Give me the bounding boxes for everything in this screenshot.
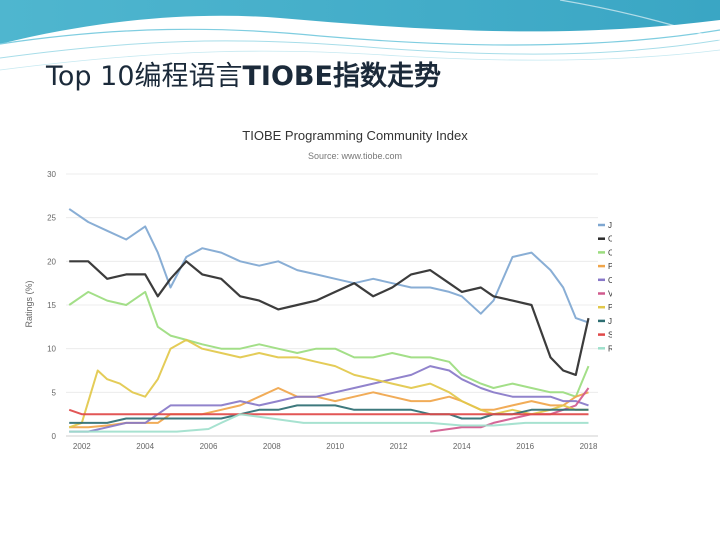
x-axis-ticks: 2002 2004 2006 2008 2010 2012 2014 2016 2018 — [73, 442, 598, 451]
legend-label-php: PHP — [608, 303, 612, 312]
x-tick-label: 2004 — [136, 442, 154, 451]
x-tick-label: 2006 — [200, 442, 218, 451]
y-tick-label: 15 — [47, 301, 56, 310]
legend-label-c: C# — [608, 276, 612, 285]
y-tick-label: 5 — [52, 388, 57, 397]
legend-label-ruby: Ruby — [608, 344, 612, 353]
slide-title-prefix: Top 10编程语言 — [46, 61, 243, 92]
series-line-visual-basic-net — [430, 387, 590, 433]
series-line-python — [69, 387, 589, 429]
chart-title: TIOBE Programming Community Index — [242, 128, 468, 143]
y-tick-label: 0 — [52, 432, 57, 441]
legend-label-sql: SQL — [608, 331, 612, 340]
legend-label-java: Java — [608, 221, 612, 230]
legend-label-c: C++ — [608, 248, 612, 257]
x-tick-label: 2016 — [516, 442, 534, 451]
series-line-c — [69, 260, 590, 376]
x-tick-label: 2002 — [73, 442, 91, 451]
chart-svg: TIOBE Programming Community Index Source… — [24, 128, 612, 451]
series-line-java — [68, 208, 589, 324]
legend-label-c: C — [608, 235, 612, 244]
y-tick-label: 30 — [47, 170, 56, 179]
x-tick-label: 2012 — [390, 442, 408, 451]
legend: Java C C++ Python C# Visual Basic .NET PHP Java… — [598, 221, 612, 353]
legend-label-javascript: JavaScript — [608, 317, 612, 326]
y-tick-label: 20 — [47, 257, 56, 266]
grid-layer — [66, 173, 598, 437]
y-tick-label: 10 — [47, 345, 56, 354]
header-swoosh-decoration — [0, 0, 720, 71]
x-tick-label: 2008 — [263, 442, 281, 451]
series-line-ruby — [69, 413, 589, 433]
chart-subtitle: Source: www.tiobe.com — [308, 151, 402, 161]
series-line-sql — [68, 408, 589, 416]
series-layer — [68, 208, 590, 433]
slide-title: Top 10编程语言TIOBE指数走势 — [46, 54, 441, 93]
y-axis-label: Ratings (%) — [24, 280, 34, 327]
y-axis-ticks: 0 5 10 15 20 25 30 — [47, 170, 56, 441]
x-tick-label: 2014 — [453, 442, 471, 451]
x-tick-label: 2010 — [326, 442, 344, 451]
y-tick-label: 25 — [47, 214, 56, 223]
series-line-c — [68, 290, 590, 398]
x-tick-label: 2018 — [580, 442, 598, 451]
legend-label-python: Python — [608, 262, 612, 271]
slide-title-suffix: TIOBE指数走势 — [242, 61, 441, 92]
legend-label-visual-basic-net: Visual Basic .NET — [608, 290, 612, 299]
series-line-php — [68, 338, 589, 429]
tiobe-chart: TIOBE Programming Community Index Source… — [18, 118, 612, 458]
